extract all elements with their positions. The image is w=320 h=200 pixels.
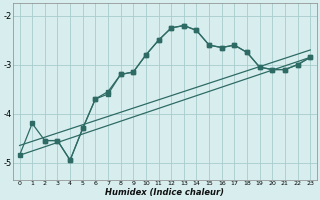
X-axis label: Humidex (Indice chaleur): Humidex (Indice chaleur) [105, 188, 224, 197]
